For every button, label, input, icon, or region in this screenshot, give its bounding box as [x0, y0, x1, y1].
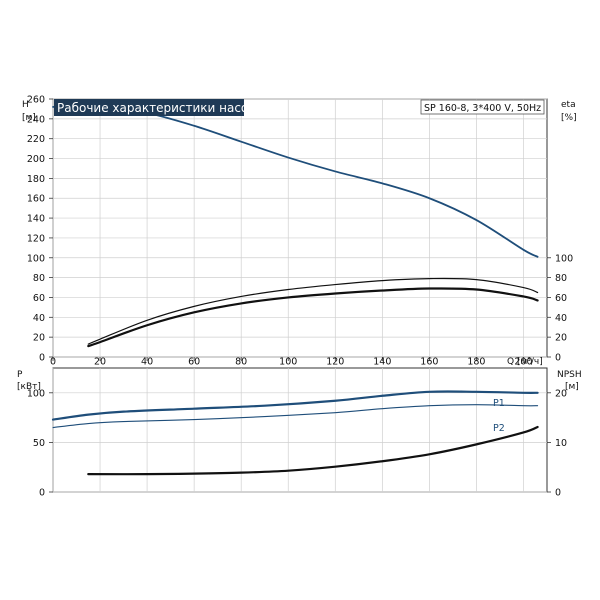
title-banner: [54, 99, 244, 116]
tick-label-right: 0: [555, 488, 561, 499]
tick-label-left: 160: [27, 194, 45, 205]
tick-label-left: 140: [27, 214, 45, 225]
y-left-label-h: H: [22, 100, 29, 110]
tick-label-right: 60: [555, 293, 567, 304]
tick-label-x: 120: [326, 357, 344, 368]
top-plot-frame: [52, 98, 548, 358]
tick-label-left: 0: [39, 353, 45, 364]
tick-label-x: 60: [188, 357, 200, 368]
series-layer: [51, 103, 539, 476]
tick-label-x: 160: [420, 357, 438, 368]
y-left-unit-h: [м]: [22, 113, 36, 123]
pump-info: SP 160-8, 3*400 V, 50Hz: [424, 103, 541, 114]
tick-label-left: 0: [39, 488, 45, 499]
tick-layer: 0204060801001201401601802002202402600204…: [27, 95, 573, 499]
tick-label-left: 20: [33, 333, 45, 344]
tick-label-x: 200: [514, 357, 532, 368]
tick-label-left: 80: [33, 273, 45, 284]
tick-label-right: 10: [555, 438, 567, 449]
series-label-p2: P2: [493, 423, 505, 434]
y-left-unit-p: [кВт]: [17, 382, 41, 392]
tick-label-x: 20: [94, 357, 106, 368]
series-line-eta-lower: [87, 287, 539, 348]
tick-label-right: 20: [555, 388, 567, 399]
tick-label-left: 50: [33, 438, 45, 449]
tick-label-x: 100: [279, 357, 297, 368]
tick-label-right: 40: [555, 313, 567, 324]
tick-label-x: 180: [467, 357, 485, 368]
tick-label-left: 60: [33, 293, 45, 304]
tick-label-left: 200: [27, 154, 45, 165]
tick-label-x: 40: [141, 357, 153, 368]
series-line-p1: [51, 390, 539, 421]
tick-label-x: 140: [373, 357, 391, 368]
info-box: [420, 99, 545, 115]
grid-layer: [52, 98, 547, 493]
y-right-unit-eta: [%]: [561, 113, 577, 123]
x-axis-label-q: Q [м³/ч]: [507, 357, 543, 367]
y-right-label-eta: eta: [561, 100, 576, 110]
tick-label-left: 120: [27, 233, 45, 244]
tick-label-left: 220: [27, 134, 45, 145]
tick-label-left: 100: [27, 388, 45, 399]
y-right-unit-npsh: [м]: [565, 382, 579, 392]
tick-label-left: 40: [33, 313, 45, 324]
series-label-p1: P1: [493, 398, 505, 409]
tick-label-right: 0: [555, 353, 561, 364]
series-line-npsh: [87, 425, 539, 476]
tick-label-left: 180: [27, 174, 45, 185]
series-line-h: [52, 103, 539, 258]
tick-label-right: 100: [555, 253, 573, 264]
series-line-eta-upper: [87, 277, 539, 345]
tick-label-left: 240: [27, 114, 45, 125]
tick-label-x: 80: [235, 357, 247, 368]
tick-label-right: 80: [555, 273, 567, 284]
tick-label-left: 100: [27, 253, 45, 264]
tick-label-x: 0: [50, 357, 56, 368]
tick-label-left: 260: [27, 95, 45, 106]
y-right-label-npsh: NPSH: [557, 370, 582, 380]
series-line-p2: [52, 404, 539, 429]
chart-title: Рабочие характеристики насоса: [57, 101, 262, 115]
tick-label-right: 20: [555, 333, 567, 344]
y-left-label-p: P: [17, 370, 23, 380]
